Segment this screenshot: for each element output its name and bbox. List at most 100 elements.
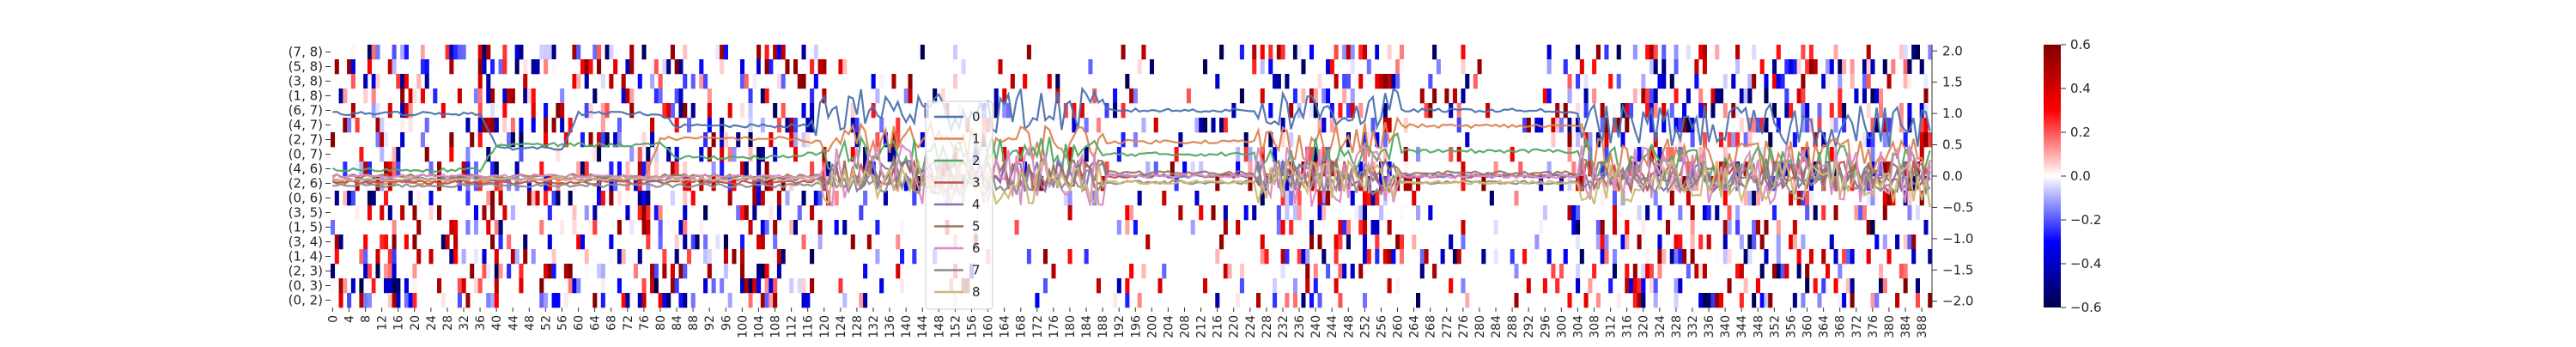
heatmap-cell: [1874, 118, 1880, 133]
heatmap-cell: [457, 88, 462, 104]
heatmap-cell: [531, 88, 536, 104]
heatmap-cell: [544, 191, 549, 206]
heatmap-cell: [494, 118, 499, 133]
heatmap-cell: [580, 234, 586, 250]
heatmap-cell: [1326, 88, 1331, 104]
heatmap-cell: [658, 234, 663, 250]
heatmap-cell: [449, 147, 454, 162]
heatmap-cell: [1665, 147, 1671, 162]
heatmap-cell: [674, 278, 679, 294]
heatmap-cell: [1641, 88, 1646, 104]
colorbar-gradient: [2044, 45, 2061, 307]
heatmap-cell: [1764, 88, 1769, 104]
heatmap-cell: [703, 205, 708, 221]
heatmap-cell: [392, 293, 397, 308]
heatmap-cell: [396, 278, 401, 294]
heatmap-cell: [1067, 205, 1072, 221]
heatmap-cell: [773, 278, 778, 294]
heatmap-cell: [1522, 249, 1528, 265]
heatmap-cell: [1801, 103, 1806, 119]
heatmap-cell: [1625, 278, 1630, 294]
heatmap-cell: [1231, 103, 1236, 119]
heatmap-cell: [887, 147, 892, 162]
heatmap-cell: [490, 88, 495, 104]
heatmap-cell: [609, 74, 614, 89]
heatmap-cell: [502, 59, 507, 75]
heatmap-cell: [539, 220, 544, 235]
heatmap-cell: [1674, 234, 1679, 250]
heatmap-cell: [961, 59, 966, 75]
heatmap-cell: [1546, 88, 1552, 104]
heatmap-cell: [1567, 147, 1572, 162]
heatmap-cell: [400, 45, 405, 60]
heatmap-cell: [371, 45, 376, 60]
heatmap-cell: [1637, 205, 1642, 221]
heatmap-cell: [801, 234, 806, 250]
heatmap-cell: [1583, 293, 1589, 308]
heatmap-cell: [1558, 118, 1564, 133]
heatmap-cell: [588, 132, 593, 148]
heatmap-cell: [625, 191, 630, 206]
heatmap-cell: [1002, 88, 1007, 104]
heatmap-cell: [1436, 59, 1441, 75]
heatmap-cell: [1395, 59, 1400, 75]
heatmap-cell: [953, 74, 958, 89]
heatmap-cell: [637, 147, 642, 162]
x-tick-label: 72: [622, 315, 635, 331]
heatmap-cell: [793, 59, 799, 75]
x-tick-label: 268: [1425, 315, 1438, 338]
heatmap-cell: [494, 293, 499, 308]
series-line-0: [332, 86, 1931, 151]
heatmap-cell: [498, 191, 503, 206]
heatmap-cell: [486, 147, 491, 162]
heatmap-cell: [1576, 74, 1581, 89]
heatmap-cell: [764, 220, 769, 235]
heatmap-cell: [760, 234, 765, 250]
heatmap-cell: [1350, 191, 1355, 206]
heatmap-cell: [1842, 293, 1847, 308]
heatmap-cell: [678, 59, 683, 75]
heatmap-cell: [1350, 88, 1355, 104]
heatmap-cell: [440, 234, 446, 250]
heatmap-cell: [592, 293, 598, 308]
heatmap-cell: [473, 205, 479, 221]
heatmap-cell: [420, 45, 426, 60]
heatmap-cell: [1399, 249, 1404, 265]
heatmap-cell: [1645, 264, 1650, 279]
heatmap-cell: [1882, 234, 1887, 250]
heatmap-cell: [1276, 74, 1281, 89]
heatmap-cell: [879, 74, 884, 89]
heatmap-cell: [1674, 88, 1679, 104]
x-tick-label: 200: [1145, 315, 1159, 338]
heatmap-cell: [1866, 191, 1871, 206]
heatmap-cell: [1789, 59, 1794, 75]
heatmap-cell: [896, 118, 901, 133]
heatmap-cell: [1739, 88, 1744, 104]
heatmap-cell: [1722, 249, 1728, 265]
heatmap-cell: [408, 191, 413, 206]
heatmap-cell: [531, 118, 536, 133]
heatmap-cell: [739, 264, 745, 279]
heatmap-cell: [1702, 59, 1707, 75]
heatmap-cell: [690, 293, 696, 308]
heatmap-cell: [1399, 59, 1404, 75]
heatmap-cell: [367, 59, 372, 75]
heatmap-cell: [1882, 132, 1887, 148]
heatmap-cell: [1915, 161, 1920, 177]
heatmap-cell: [1338, 103, 1343, 119]
heatmap-cell: [1571, 161, 1577, 177]
heatmap-cell: [1416, 147, 1421, 162]
heatmap-cell: [1923, 88, 1929, 104]
x-tick-label: 120: [818, 315, 832, 338]
heatmap-cell: [1731, 132, 1736, 148]
heatmap-cell: [756, 161, 762, 177]
heatmap-cell: [1362, 249, 1368, 265]
heatmap-cell: [1845, 249, 1850, 265]
heatmap-cell: [1694, 45, 1699, 60]
heatmap-cell: [1625, 234, 1630, 250]
heatmap-cell: [1305, 278, 1310, 294]
heatmap-cell: [773, 249, 778, 265]
heatmap-cell: [519, 118, 524, 133]
heatmap-cell: [1629, 103, 1634, 119]
heatmap-cell: [1600, 161, 1605, 177]
